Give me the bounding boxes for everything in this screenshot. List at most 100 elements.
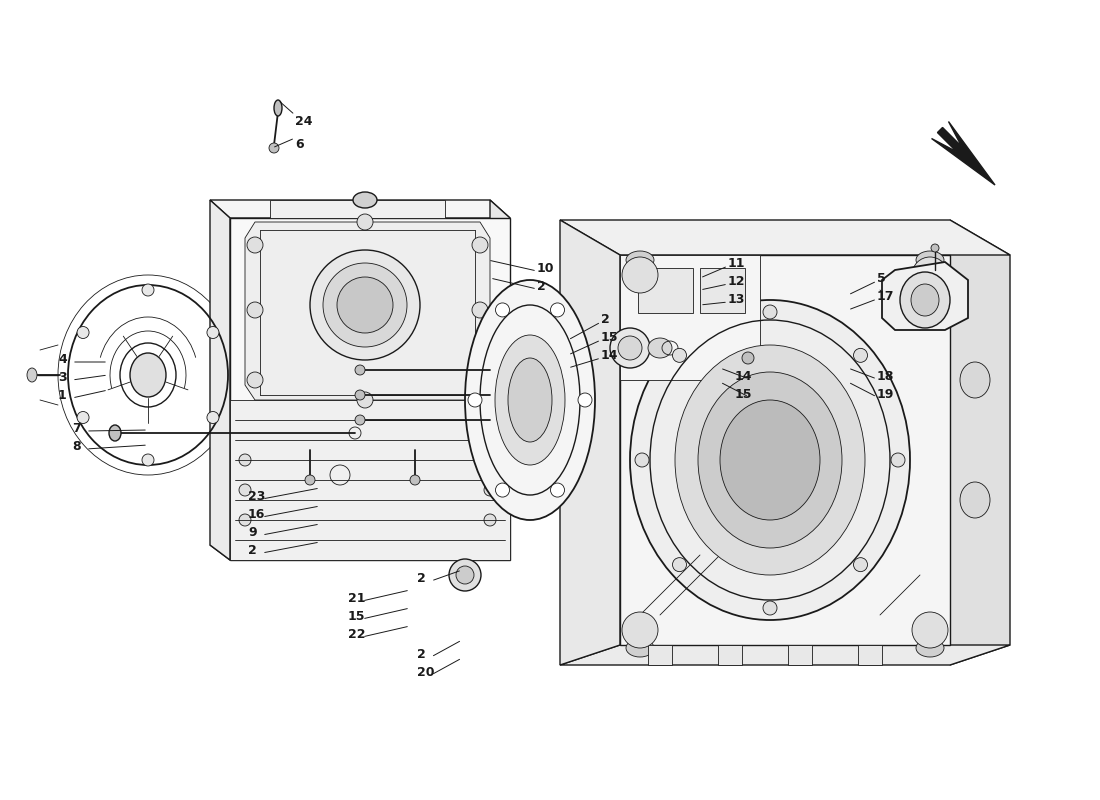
Ellipse shape xyxy=(358,214,373,230)
Ellipse shape xyxy=(621,257,658,293)
Text: 15: 15 xyxy=(601,331,618,344)
Polygon shape xyxy=(560,220,620,665)
Ellipse shape xyxy=(495,335,565,465)
Polygon shape xyxy=(560,220,1010,255)
Text: 20: 20 xyxy=(417,666,434,679)
Ellipse shape xyxy=(305,475,315,485)
Ellipse shape xyxy=(854,558,868,572)
Polygon shape xyxy=(210,545,510,560)
Ellipse shape xyxy=(77,326,89,338)
Ellipse shape xyxy=(495,303,509,317)
Ellipse shape xyxy=(763,305,777,319)
Text: 15: 15 xyxy=(735,388,752,401)
Ellipse shape xyxy=(142,284,154,296)
Ellipse shape xyxy=(734,425,762,445)
Ellipse shape xyxy=(916,639,944,657)
Ellipse shape xyxy=(610,328,650,368)
Text: 11: 11 xyxy=(728,257,746,270)
Ellipse shape xyxy=(495,483,509,497)
Polygon shape xyxy=(882,262,968,330)
Ellipse shape xyxy=(960,482,990,518)
Ellipse shape xyxy=(960,362,990,398)
Ellipse shape xyxy=(720,400,820,520)
Polygon shape xyxy=(932,122,996,185)
Ellipse shape xyxy=(550,483,564,497)
Text: 1: 1 xyxy=(58,389,67,402)
Text: 2: 2 xyxy=(248,544,256,557)
Ellipse shape xyxy=(672,558,686,572)
Text: 6: 6 xyxy=(295,138,304,151)
Ellipse shape xyxy=(239,484,251,496)
Ellipse shape xyxy=(648,338,672,358)
Text: 4: 4 xyxy=(58,353,67,366)
Ellipse shape xyxy=(207,326,219,338)
Ellipse shape xyxy=(626,639,654,657)
Polygon shape xyxy=(788,645,812,665)
Ellipse shape xyxy=(239,454,251,466)
Text: 3: 3 xyxy=(58,371,67,384)
Text: 14: 14 xyxy=(735,370,752,383)
Ellipse shape xyxy=(456,566,474,584)
Ellipse shape xyxy=(274,100,282,116)
Text: 18: 18 xyxy=(877,370,894,383)
Ellipse shape xyxy=(911,284,939,316)
Ellipse shape xyxy=(468,393,482,407)
Ellipse shape xyxy=(472,302,488,318)
Ellipse shape xyxy=(672,348,686,362)
Ellipse shape xyxy=(358,392,373,408)
Ellipse shape xyxy=(410,475,420,485)
Ellipse shape xyxy=(207,411,219,423)
Ellipse shape xyxy=(355,390,365,400)
Ellipse shape xyxy=(130,353,166,397)
Ellipse shape xyxy=(109,425,121,441)
Polygon shape xyxy=(950,220,1010,665)
Ellipse shape xyxy=(472,237,488,253)
Polygon shape xyxy=(620,255,760,380)
Ellipse shape xyxy=(355,365,365,375)
Text: 19: 19 xyxy=(877,388,894,401)
Ellipse shape xyxy=(465,280,595,520)
Text: 2: 2 xyxy=(601,313,609,326)
Polygon shape xyxy=(270,200,446,218)
Ellipse shape xyxy=(77,411,89,423)
Text: 16: 16 xyxy=(248,508,265,521)
Ellipse shape xyxy=(472,372,488,388)
Ellipse shape xyxy=(675,345,865,575)
Polygon shape xyxy=(230,400,510,560)
Text: 23: 23 xyxy=(248,490,265,503)
Polygon shape xyxy=(210,200,510,218)
Ellipse shape xyxy=(353,192,377,208)
Ellipse shape xyxy=(323,263,407,347)
Ellipse shape xyxy=(763,601,777,615)
Ellipse shape xyxy=(635,453,649,467)
Ellipse shape xyxy=(270,143,279,153)
Ellipse shape xyxy=(337,277,393,333)
Ellipse shape xyxy=(931,244,939,252)
Text: 12: 12 xyxy=(728,275,746,288)
Ellipse shape xyxy=(630,300,910,620)
Text: 2: 2 xyxy=(417,648,426,661)
Text: 2: 2 xyxy=(417,572,426,585)
Ellipse shape xyxy=(578,393,592,407)
Text: 24: 24 xyxy=(295,115,312,128)
Ellipse shape xyxy=(621,612,658,648)
Ellipse shape xyxy=(484,454,496,466)
Text: 9: 9 xyxy=(248,526,256,539)
Ellipse shape xyxy=(916,251,944,269)
Ellipse shape xyxy=(618,336,642,360)
Ellipse shape xyxy=(449,559,481,591)
Ellipse shape xyxy=(626,251,654,269)
Ellipse shape xyxy=(355,415,365,425)
Polygon shape xyxy=(700,268,745,313)
Ellipse shape xyxy=(912,612,948,648)
Text: 17: 17 xyxy=(877,290,894,303)
Text: 10: 10 xyxy=(537,262,554,275)
Ellipse shape xyxy=(28,368,37,382)
Text: 15: 15 xyxy=(348,610,365,623)
Polygon shape xyxy=(858,645,882,665)
Ellipse shape xyxy=(891,453,905,467)
Ellipse shape xyxy=(740,424,756,436)
Ellipse shape xyxy=(248,302,263,318)
Ellipse shape xyxy=(248,237,263,253)
Ellipse shape xyxy=(508,358,552,442)
